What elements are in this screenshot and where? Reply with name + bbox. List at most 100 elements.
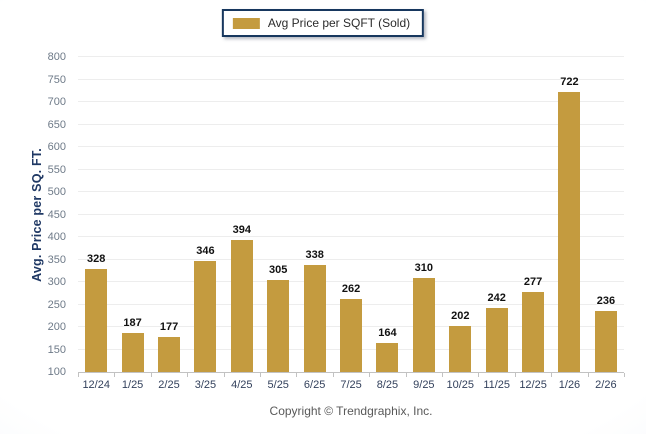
x-ticks (78, 373, 625, 377)
bar-slot: 177 (151, 57, 187, 372)
y-tick-label: 750 (47, 73, 66, 86)
bar-slot: 328 (78, 57, 114, 372)
bar-value-label: 177 (159, 321, 179, 334)
bar-slot: 722 (551, 57, 587, 372)
x-tick-label: 6/25 (303, 379, 326, 391)
legend-swatch (232, 17, 260, 29)
x-axis-tick (514, 373, 516, 377)
bar-slot: 187 (114, 57, 150, 372)
bar-slot: 164 (369, 57, 405, 372)
gridline (78, 281, 624, 282)
y-tick-label: 400 (47, 231, 66, 243)
bar (303, 264, 326, 372)
x-tick-label: 5/25 (267, 379, 289, 391)
x-axis-tick (296, 373, 298, 377)
bar-value-label: 328 (87, 253, 106, 266)
x-axis-tick (332, 373, 334, 377)
gridline (78, 78, 624, 80)
bar-slot: 277 (515, 57, 551, 372)
bar (412, 277, 435, 372)
x-axis-tick (150, 373, 152, 377)
bar-value-label: 338 (305, 248, 324, 261)
x-tick-label: 12/24 (82, 379, 110, 391)
y-tick-label: 450 (47, 208, 66, 221)
y-tick-label: 300 (47, 276, 66, 288)
bars: 328 187 177 346 394 305 338 262 164 310 202 242 277 7… (78, 57, 624, 372)
x-tick-label: 7/25 (340, 379, 362, 391)
y-axis-labels: 100 150 200 250 300 350 400 450 500 550 600 650 700 7… (0, 51, 72, 378)
gridline (78, 258, 624, 260)
bar (485, 308, 508, 372)
bar-slot: 202 (442, 57, 478, 372)
bar (522, 292, 545, 372)
bar-value-label: 202 (451, 310, 470, 323)
bar-slot: 242 (478, 57, 514, 372)
bar-value-label: 346 (196, 245, 215, 258)
y-tick-label: 650 (47, 118, 66, 131)
bar (267, 279, 290, 372)
bar-value-label: 187 (123, 316, 142, 329)
x-tick-label: 12/25 (519, 379, 547, 391)
x-tick-label: 1/25 (121, 379, 144, 391)
gridline (78, 191, 624, 192)
x-axis-tick (114, 373, 116, 377)
bar (194, 261, 217, 372)
y-tick-label: 600 (47, 141, 66, 153)
x-tick-label: 2/26 (595, 379, 617, 391)
bar-value-label: 722 (560, 76, 579, 89)
bar-slot: 262 (333, 57, 369, 372)
y-tick-label: 250 (47, 298, 66, 311)
bar-value-label: 164 (378, 327, 397, 340)
bar-slot: 394 (224, 57, 260, 372)
gridline (78, 101, 624, 102)
bar-slot: 338 (296, 57, 332, 372)
bar (594, 310, 617, 372)
x-tick-label: 4/25 (231, 379, 253, 391)
legend: Avg Price per SQFT (Sold) (221, 9, 425, 37)
bar-value-label: 394 (232, 223, 252, 236)
bar-value-label: 242 (487, 292, 506, 305)
x-tick-label: 11/25 (483, 379, 511, 391)
gridline (78, 236, 624, 237)
bar-slot: 305 (260, 57, 296, 372)
x-axis-tick (587, 373, 589, 377)
x-axis-labels: 12/24 1/25 2/25 3/25 4/25 5/25 6/25 7/25 8/25 9/2… (78, 379, 624, 391)
bar-slot: 346 (187, 57, 223, 372)
y-tick-label: 150 (47, 343, 66, 356)
bar (85, 269, 108, 372)
x-axis-tick (260, 373, 261, 377)
bar-value-label: 305 (269, 263, 288, 276)
bar-value-label: 236 (596, 294, 616, 307)
x-axis-tick (223, 373, 225, 377)
x-tick-label: 10/25 (446, 379, 475, 391)
y-tick-label: 550 (47, 163, 66, 176)
bar (158, 337, 181, 372)
bar-slot: 310 (406, 57, 442, 372)
bar (558, 92, 581, 372)
plot-area: 328 187 177 346 394 305 338 262 164 310 202 242 277 7… (30, 56, 624, 373)
y-tick-label: 350 (47, 253, 66, 266)
y-tick-label: 100 (47, 366, 66, 378)
gridline (78, 123, 624, 125)
y-tick-label: 200 (47, 321, 66, 333)
y-axis-title: Avg. Price per SQ. FT. (30, 147, 44, 282)
x-tick-label: 8/25 (376, 379, 399, 391)
x-axis-tick (405, 373, 407, 377)
gridline (78, 168, 624, 170)
copyright-text: Copyright © Trendgraphix, Inc. (269, 404, 433, 418)
legend-label: Avg Price per SQFT (Sold) (267, 16, 411, 30)
x-axis: 12/24 1/25 2/25 3/25 4/25 5/25 6/25 7/25 8/25 9/2… (78, 373, 625, 397)
bar (449, 326, 472, 372)
gridline (78, 146, 624, 147)
x-tick-label: 1/26 (558, 379, 581, 391)
gridline (78, 56, 624, 57)
gridline (78, 213, 624, 215)
x-axis-tick (442, 373, 443, 377)
y-tick-label: 800 (47, 51, 66, 63)
x-tick-label: 2/25 (158, 379, 180, 391)
bar-slot: 236 (588, 57, 624, 372)
bar-value-label: 310 (414, 261, 434, 274)
x-tick-label: 9/25 (413, 379, 435, 391)
y-tick-label: 700 (47, 96, 66, 108)
